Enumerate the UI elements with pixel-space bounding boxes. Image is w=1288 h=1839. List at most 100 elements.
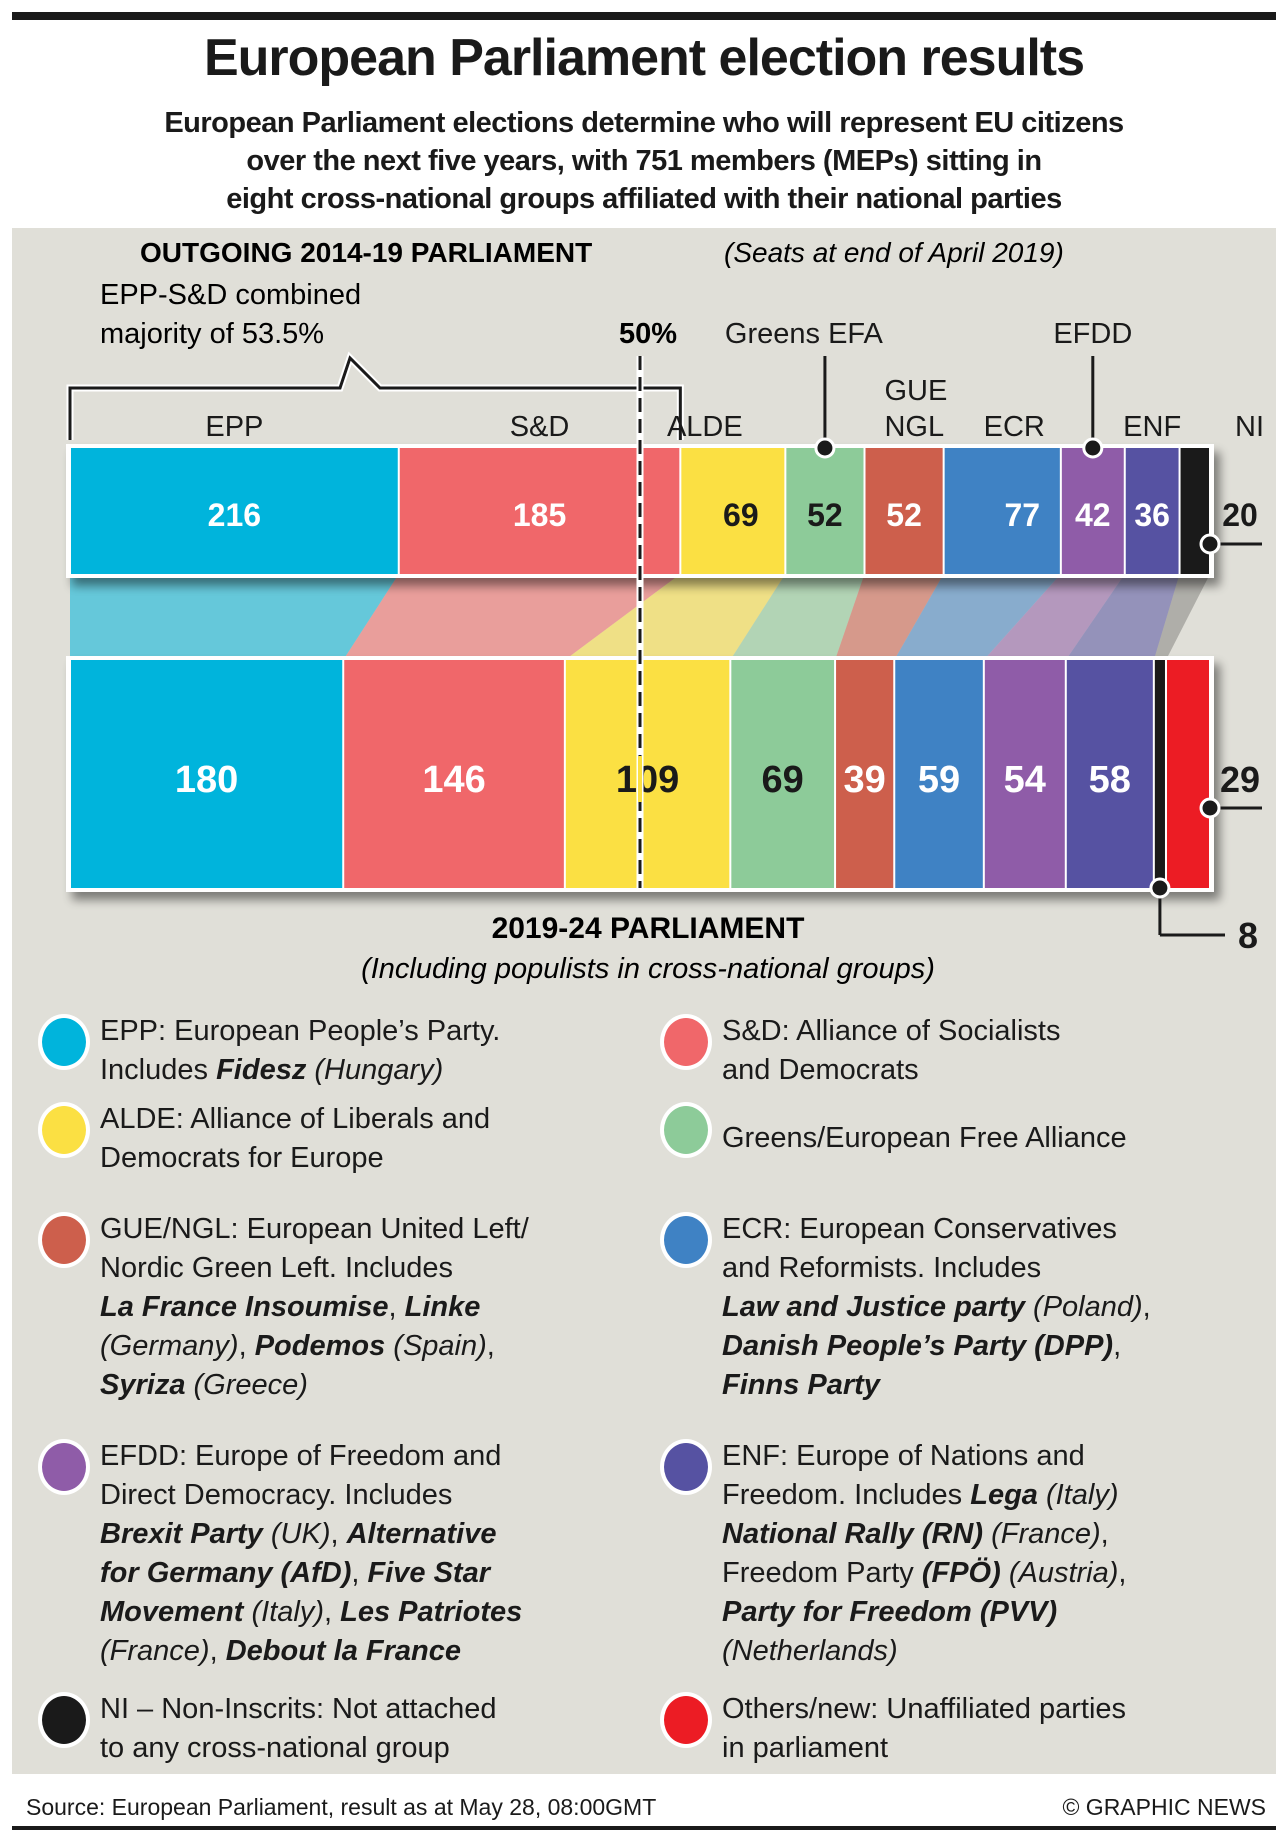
label-gue-line1: GUE bbox=[884, 375, 947, 407]
legend-item: S&D: Alliance of Socialistsand Democrats bbox=[722, 1012, 1282, 1090]
legend-run: (Germany) bbox=[100, 1330, 239, 1362]
legend-swatch-icon bbox=[660, 1014, 712, 1070]
legend-text: EPP: European People’s Party.Includes Fi… bbox=[100, 1012, 660, 1090]
legend-run: European People’s Party. bbox=[166, 1015, 500, 1047]
legend-run: (Italy) bbox=[243, 1596, 324, 1628]
legend-line: Law and Justice party (Poland), bbox=[722, 1288, 1282, 1327]
legend-run: Alternative bbox=[347, 1518, 497, 1550]
legend-run: and Reformists. Includes bbox=[722, 1252, 1041, 1284]
greens-callout-dot bbox=[816, 439, 834, 457]
legend-run: , bbox=[1118, 1557, 1126, 1589]
legend-run: in parliament bbox=[722, 1732, 888, 1764]
legend-swatch-icon bbox=[38, 1102, 90, 1158]
legend-text: GUE/NGL: European United Left/Nordic Gre… bbox=[100, 1210, 660, 1405]
label-efdd: EFDD bbox=[1053, 318, 1132, 350]
outgoing-value-alde: 69 bbox=[723, 497, 759, 533]
majority-line-label: 50% bbox=[619, 318, 677, 350]
legend-item: EPP: European People’s Party.Includes Fi… bbox=[100, 1012, 660, 1090]
outgoing-value-sd: 185 bbox=[513, 497, 566, 533]
legend-line: Direct Democracy. Includes bbox=[100, 1476, 660, 1515]
legend-line: Democrats for Europe bbox=[100, 1139, 660, 1178]
legend-line: Includes Fidesz (Hungary) bbox=[100, 1051, 660, 1090]
legend-run: Not attached bbox=[324, 1693, 497, 1725]
label-greens: Greens EFA bbox=[725, 318, 884, 350]
new-value-efdd: 54 bbox=[1004, 759, 1046, 801]
legend-line: Brexit Party (UK), Alternative bbox=[100, 1515, 660, 1554]
legend-text: ENF: Europe of Nations andFreedom. Inclu… bbox=[722, 1437, 1282, 1671]
efdd-callout-dot bbox=[1084, 439, 1102, 457]
legend-line: Finns Party bbox=[722, 1366, 1282, 1405]
legend-run: Lega bbox=[970, 1479, 1038, 1511]
legend-run: Danish People’s Party (DPP) bbox=[722, 1330, 1113, 1362]
legend-run: National Rally (RN) bbox=[722, 1518, 983, 1550]
legend-line: EFDD: Europe of Freedom and bbox=[100, 1437, 660, 1476]
legend-item: Others/new: Unaffiliated partiesin parli… bbox=[722, 1690, 1282, 1768]
legend-text: Greens/European Free Alliance bbox=[722, 1100, 1282, 1158]
legend-text: EFDD: Europe of Freedom andDirect Democr… bbox=[100, 1437, 660, 1671]
bracket-line bbox=[70, 358, 680, 440]
legend-run: (Spain) bbox=[385, 1330, 487, 1362]
legend-run: (Italy) bbox=[1038, 1479, 1119, 1511]
legend-run: Democrats for Europe bbox=[100, 1142, 384, 1174]
new-value-alde: 109 bbox=[616, 759, 679, 801]
legend-run: GUE/NGL: bbox=[100, 1213, 239, 1245]
legend-run: , bbox=[487, 1330, 495, 1362]
new-value-enf: 58 bbox=[1089, 759, 1131, 801]
label-ni: NI bbox=[1235, 411, 1264, 443]
legend-run: Unaffiliated parties bbox=[878, 1693, 1126, 1725]
legend-item: Greens/European Free Alliance bbox=[722, 1100, 1282, 1158]
legend-run: , bbox=[1113, 1330, 1121, 1362]
legend-line: ALDE: Alliance of Liberals and bbox=[100, 1100, 660, 1139]
legend-run: (Greece) bbox=[185, 1369, 307, 1401]
legend-run: Debout la France bbox=[226, 1635, 461, 1667]
legend-line: GUE/NGL: European United Left/ bbox=[100, 1210, 660, 1249]
legend-run: , bbox=[324, 1596, 340, 1628]
outgoing-value-gue: 52 bbox=[886, 497, 922, 533]
outgoing-segment-ni bbox=[1181, 448, 1209, 574]
legend-text: ECR: European Conservativesand Reformist… bbox=[722, 1210, 1282, 1405]
new-value-ecr: 59 bbox=[918, 759, 960, 801]
new-value-greens: 69 bbox=[762, 759, 804, 801]
legend-line: and Reformists. Includes bbox=[722, 1249, 1282, 1288]
legend-run: Finns Party bbox=[722, 1369, 880, 1401]
majority-line bbox=[638, 356, 642, 888]
legend-run: Party for Freedom (PVV) bbox=[722, 1596, 1057, 1628]
legend-run: Includes bbox=[100, 1054, 216, 1086]
epp-sd-bracket bbox=[70, 358, 680, 440]
legend-line: Danish People’s Party (DPP), bbox=[722, 1327, 1282, 1366]
legend-run: EFDD: bbox=[100, 1440, 187, 1472]
legend-run: Five Star bbox=[367, 1557, 490, 1589]
new-value-ni: 8 bbox=[1238, 915, 1258, 956]
legend-line: (Germany), Podemos (Spain), bbox=[100, 1327, 660, 1366]
legend-swatch-icon bbox=[38, 1692, 90, 1748]
legend-run: for Germany (AfD) bbox=[100, 1557, 351, 1589]
legend-line: to any cross-national group bbox=[100, 1729, 660, 1768]
new-value-epp: 180 bbox=[175, 759, 238, 801]
source-note: Source: European Parliament, result as a… bbox=[26, 1794, 656, 1821]
legend-item: ENF: Europe of Nations andFreedom. Inclu… bbox=[722, 1437, 1282, 1671]
legend-run: ENF: bbox=[722, 1440, 788, 1472]
legend-swatch-icon bbox=[38, 1212, 90, 1268]
legend-text: ALDE: Alliance of Liberals andDemocrats … bbox=[100, 1100, 660, 1178]
legend-swatch-icon bbox=[660, 1102, 712, 1158]
outgoing-value-ni: 20 bbox=[1222, 497, 1258, 533]
legend-line: Freedom Party (FPÖ) (Austria), bbox=[722, 1554, 1282, 1593]
legend-run: S&D: bbox=[722, 1015, 790, 1047]
majority-annotation-line1: EPP-S&D combined bbox=[100, 279, 361, 311]
legend-swatch-icon bbox=[38, 1439, 90, 1495]
legend-run: Alliance of Liberals and bbox=[184, 1103, 490, 1135]
new-value-sd: 146 bbox=[422, 759, 485, 801]
legend-run: Brexit Party bbox=[100, 1518, 263, 1550]
ni-callout-dot bbox=[1201, 535, 1219, 553]
legend-run: and Democrats bbox=[722, 1054, 919, 1086]
legend-run: Movement bbox=[100, 1596, 243, 1628]
legend-item: ALDE: Alliance of Liberals andDemocrats … bbox=[100, 1100, 660, 1178]
legend-run: (FPÖ) bbox=[922, 1557, 1001, 1589]
legend-item: EFDD: Europe of Freedom andDirect Democr… bbox=[100, 1437, 660, 1671]
legend-run: (France) bbox=[983, 1518, 1101, 1550]
ni-new-callout-dot bbox=[1151, 879, 1169, 897]
label-gue-line2: NGL bbox=[884, 411, 944, 443]
legend-run: Freedom Party bbox=[722, 1557, 922, 1589]
legend-run: Law and Justice party bbox=[722, 1291, 1025, 1323]
legend-run: (France) bbox=[100, 1635, 210, 1667]
